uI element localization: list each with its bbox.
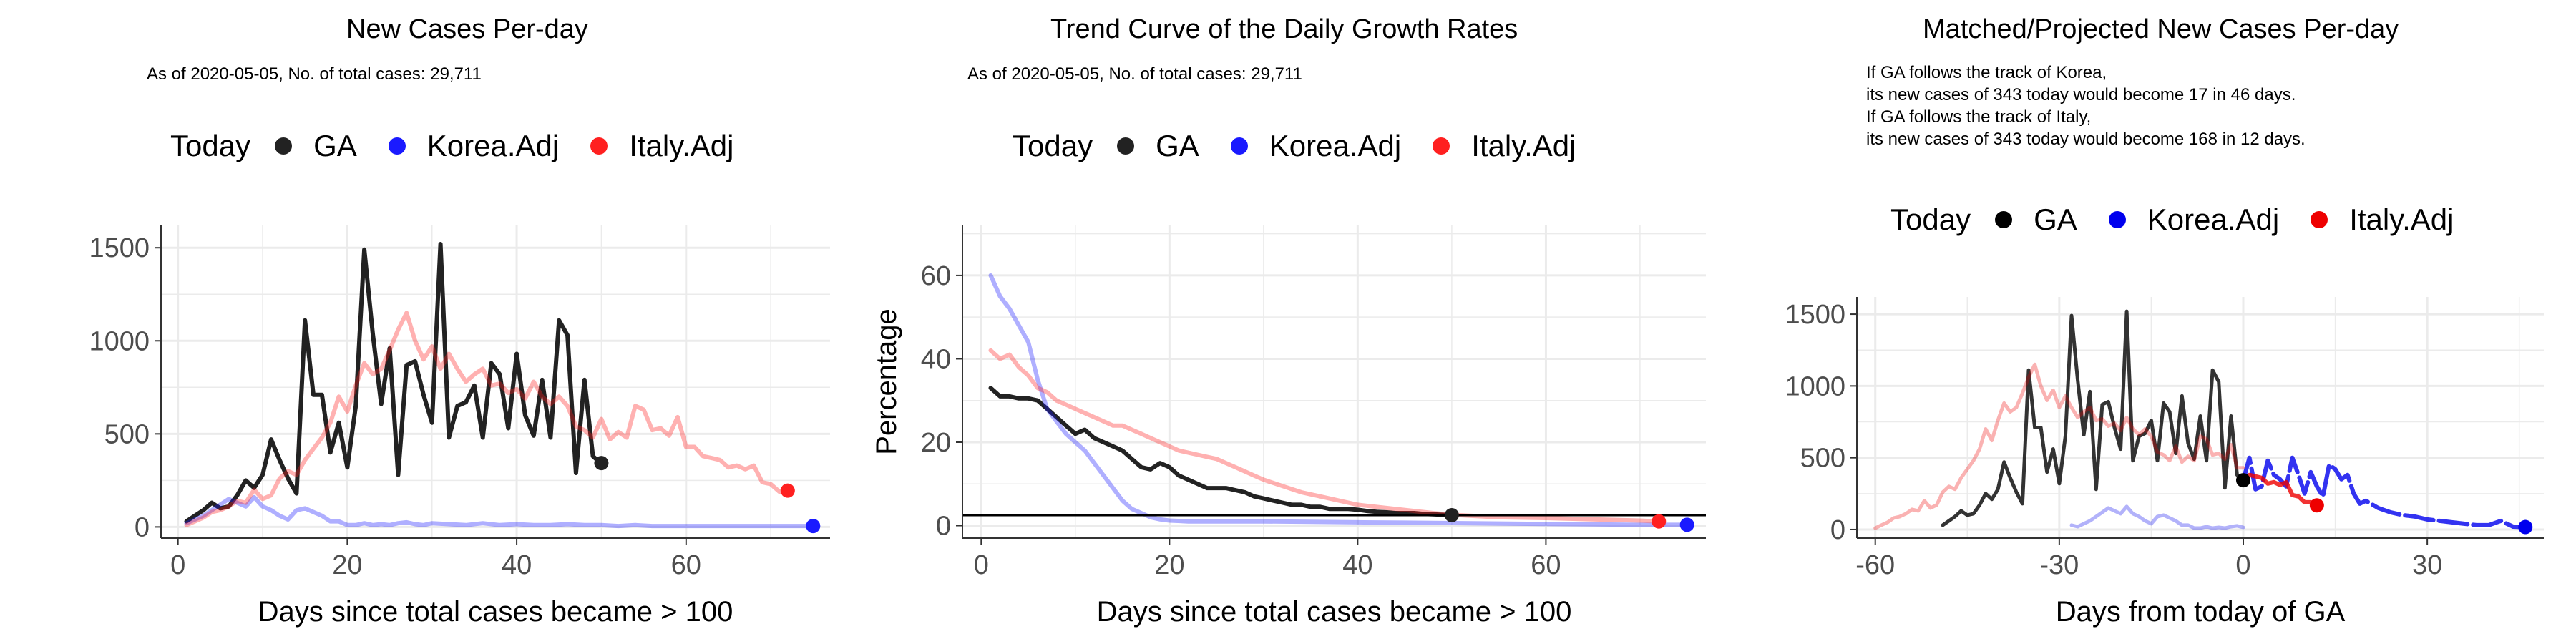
plot-3: -60 -30 0 30 0 500 1000 1500 Days from today of … bbox=[1785, 297, 2544, 628]
legend-item-ga: GA bbox=[1117, 129, 1199, 163]
legend-label-italy: Italy.Adj bbox=[2349, 203, 2454, 236]
today-point-ga bbox=[2236, 473, 2250, 488]
today-point-ga bbox=[594, 456, 609, 471]
chart-legend: Today GA Korea.Adj Italy.Adj bbox=[1013, 129, 1608, 163]
x-tick-label: 20 bbox=[1154, 550, 1184, 580]
today-point-italy-adj bbox=[780, 483, 795, 498]
legend-dot-ga bbox=[275, 137, 293, 155]
legend-item-italy: Italy.Adj bbox=[590, 129, 734, 163]
y-tick-label: 1500 bbox=[1785, 300, 1845, 330]
today-point-korea-adj bbox=[2518, 519, 2533, 535]
today-point-ga bbox=[1444, 507, 1459, 522]
legend-title: Today bbox=[1890, 203, 1971, 236]
legend-dot-italy bbox=[590, 137, 608, 155]
legend-dot-ga bbox=[1995, 211, 2013, 228]
legend-label-italy: Italy.Adj bbox=[1471, 129, 1576, 162]
plot-background bbox=[161, 225, 830, 538]
x-tick-label: 30 bbox=[2412, 550, 2442, 580]
x-tick-label: 60 bbox=[671, 550, 701, 580]
chart-title: New Cases Per-day bbox=[346, 14, 588, 44]
legend-label-italy: Italy.Adj bbox=[629, 129, 734, 162]
y-tick-label: 500 bbox=[104, 419, 150, 449]
chart-note-korea-1: If GA follows the track of Korea, bbox=[1866, 63, 2107, 82]
chart-title: Trend Curve of the Daily Growth Rates bbox=[1050, 14, 1518, 44]
legend-label-ga: GA bbox=[1156, 129, 1199, 162]
series-line-korea-adj bbox=[2241, 455, 2528, 530]
legend-label-ga: GA bbox=[313, 129, 357, 162]
chart-legend: Today GA Korea.Adj Italy.Adj bbox=[1890, 203, 2486, 237]
chart-panel-growth-rates: Trend Curve of the Daily Growth Rates As… bbox=[859, 0, 1717, 644]
x-tick-label: 60 bbox=[1531, 550, 1561, 580]
series-line-italy-adj bbox=[2241, 472, 2319, 508]
chart-subtitle: As of 2020-05-05, No. of total cases: 29… bbox=[147, 64, 482, 84]
series-line-korea-adj bbox=[988, 273, 1689, 527]
series-line-korea-adj bbox=[184, 494, 816, 529]
legend-item-italy: Italy.Adj bbox=[2311, 203, 2454, 237]
x-tick-label: 20 bbox=[332, 550, 362, 580]
legend-item-ga: GA bbox=[1995, 203, 2077, 237]
x-axis-title: Days from today of GA bbox=[2056, 596, 2346, 628]
legend-dot-ga bbox=[1117, 137, 1135, 155]
chart-legend: Today GA Korea.Adj Italy.Adj bbox=[170, 129, 766, 163]
x-tick-label: -30 bbox=[2039, 550, 2079, 580]
today-point-italy-adj bbox=[1652, 514, 1667, 529]
y-tick-label: 0 bbox=[936, 512, 951, 542]
y-tick-label: 0 bbox=[135, 512, 150, 542]
legend-dot-korea bbox=[1230, 137, 1248, 155]
legend-label-ga: GA bbox=[2034, 203, 2077, 236]
legend-item-korea: Korea.Adj bbox=[388, 129, 560, 163]
y-axis-title: Percentage bbox=[871, 308, 902, 455]
chart-note-korea-2: its new cases of 343 today would become … bbox=[1866, 85, 2296, 104]
y-tick-label: 1000 bbox=[1785, 371, 1845, 401]
chart-note-italy-1: If GA follows the track of Italy, bbox=[1866, 107, 2092, 127]
y-tick-label: 1500 bbox=[89, 233, 150, 263]
plot-1: 0 20 40 60 0 500 1000 1500 Days since total case… bbox=[89, 225, 830, 628]
y-tick-label: 1000 bbox=[89, 326, 150, 356]
y-tick-label: 60 bbox=[921, 261, 951, 291]
plot-background bbox=[962, 225, 1706, 538]
x-axis-title: Days since total cases became > 100 bbox=[258, 596, 733, 628]
series-line-italy-adj bbox=[988, 348, 1662, 524]
y-tick-label: 500 bbox=[1800, 444, 1845, 474]
x-tick-label: 0 bbox=[170, 550, 185, 580]
chart-title: Matched/Projected New Cases Per-day bbox=[1923, 14, 2399, 44]
today-point-korea-adj bbox=[806, 519, 821, 534]
chart-note-italy-2: its new cases of 343 today would become … bbox=[1866, 130, 2306, 149]
y-tick-label: 20 bbox=[921, 428, 951, 458]
chart-panel-new-cases: New Cases Per-day As of 2020-05-05, No. … bbox=[0, 0, 859, 644]
series-line-ga bbox=[988, 386, 1454, 517]
series-line-korea-adj-matched- bbox=[2069, 504, 2245, 530]
series-line-italy-adj-matched- bbox=[1873, 362, 2245, 530]
legend-item-korea: Korea.Adj bbox=[2108, 203, 2280, 237]
plot-2: 0 20 40 60 0 20 40 60 Days since total cases bec… bbox=[871, 225, 1706, 628]
x-axis-title: Days since total cases became > 100 bbox=[1097, 596, 1572, 628]
legend-title: Today bbox=[1013, 129, 1093, 162]
legend-title: Today bbox=[170, 129, 251, 162]
x-tick-label: 0 bbox=[2235, 550, 2250, 580]
x-tick-label: -60 bbox=[1855, 550, 1895, 580]
y-tick-label: 0 bbox=[1830, 515, 1845, 545]
legend-item-ga: GA bbox=[275, 129, 357, 163]
legend-item-korea: Korea.Adj bbox=[1230, 129, 1402, 163]
legend-dot-korea bbox=[388, 137, 406, 155]
legend-label-korea: Korea.Adj bbox=[1269, 129, 1402, 162]
legend-dot-italy bbox=[2311, 211, 2328, 228]
chart-subtitle: As of 2020-05-05, No. of total cases: 29… bbox=[967, 64, 1302, 84]
legend-item-italy: Italy.Adj bbox=[1433, 129, 1576, 163]
y-tick-label: 40 bbox=[921, 344, 951, 374]
legend-label-korea: Korea.Adj bbox=[2147, 203, 2280, 236]
x-tick-label: 40 bbox=[1342, 550, 1372, 580]
chart-panel-projected: Matched/Projected New Cases Per-day If G… bbox=[1717, 0, 2576, 644]
x-tick-label: 40 bbox=[502, 550, 532, 580]
today-point-italy-adj bbox=[2309, 498, 2324, 513]
legend-label-korea: Korea.Adj bbox=[426, 129, 560, 162]
today-point-korea-adj bbox=[1679, 517, 1694, 532]
legend-dot-italy bbox=[1433, 137, 1450, 155]
x-tick-label: 0 bbox=[974, 550, 989, 580]
legend-dot-korea bbox=[2108, 211, 2126, 228]
series-line-ga bbox=[1941, 309, 2245, 527]
series-line-ga bbox=[184, 242, 604, 524]
series-line-italy-adj bbox=[184, 311, 790, 527]
